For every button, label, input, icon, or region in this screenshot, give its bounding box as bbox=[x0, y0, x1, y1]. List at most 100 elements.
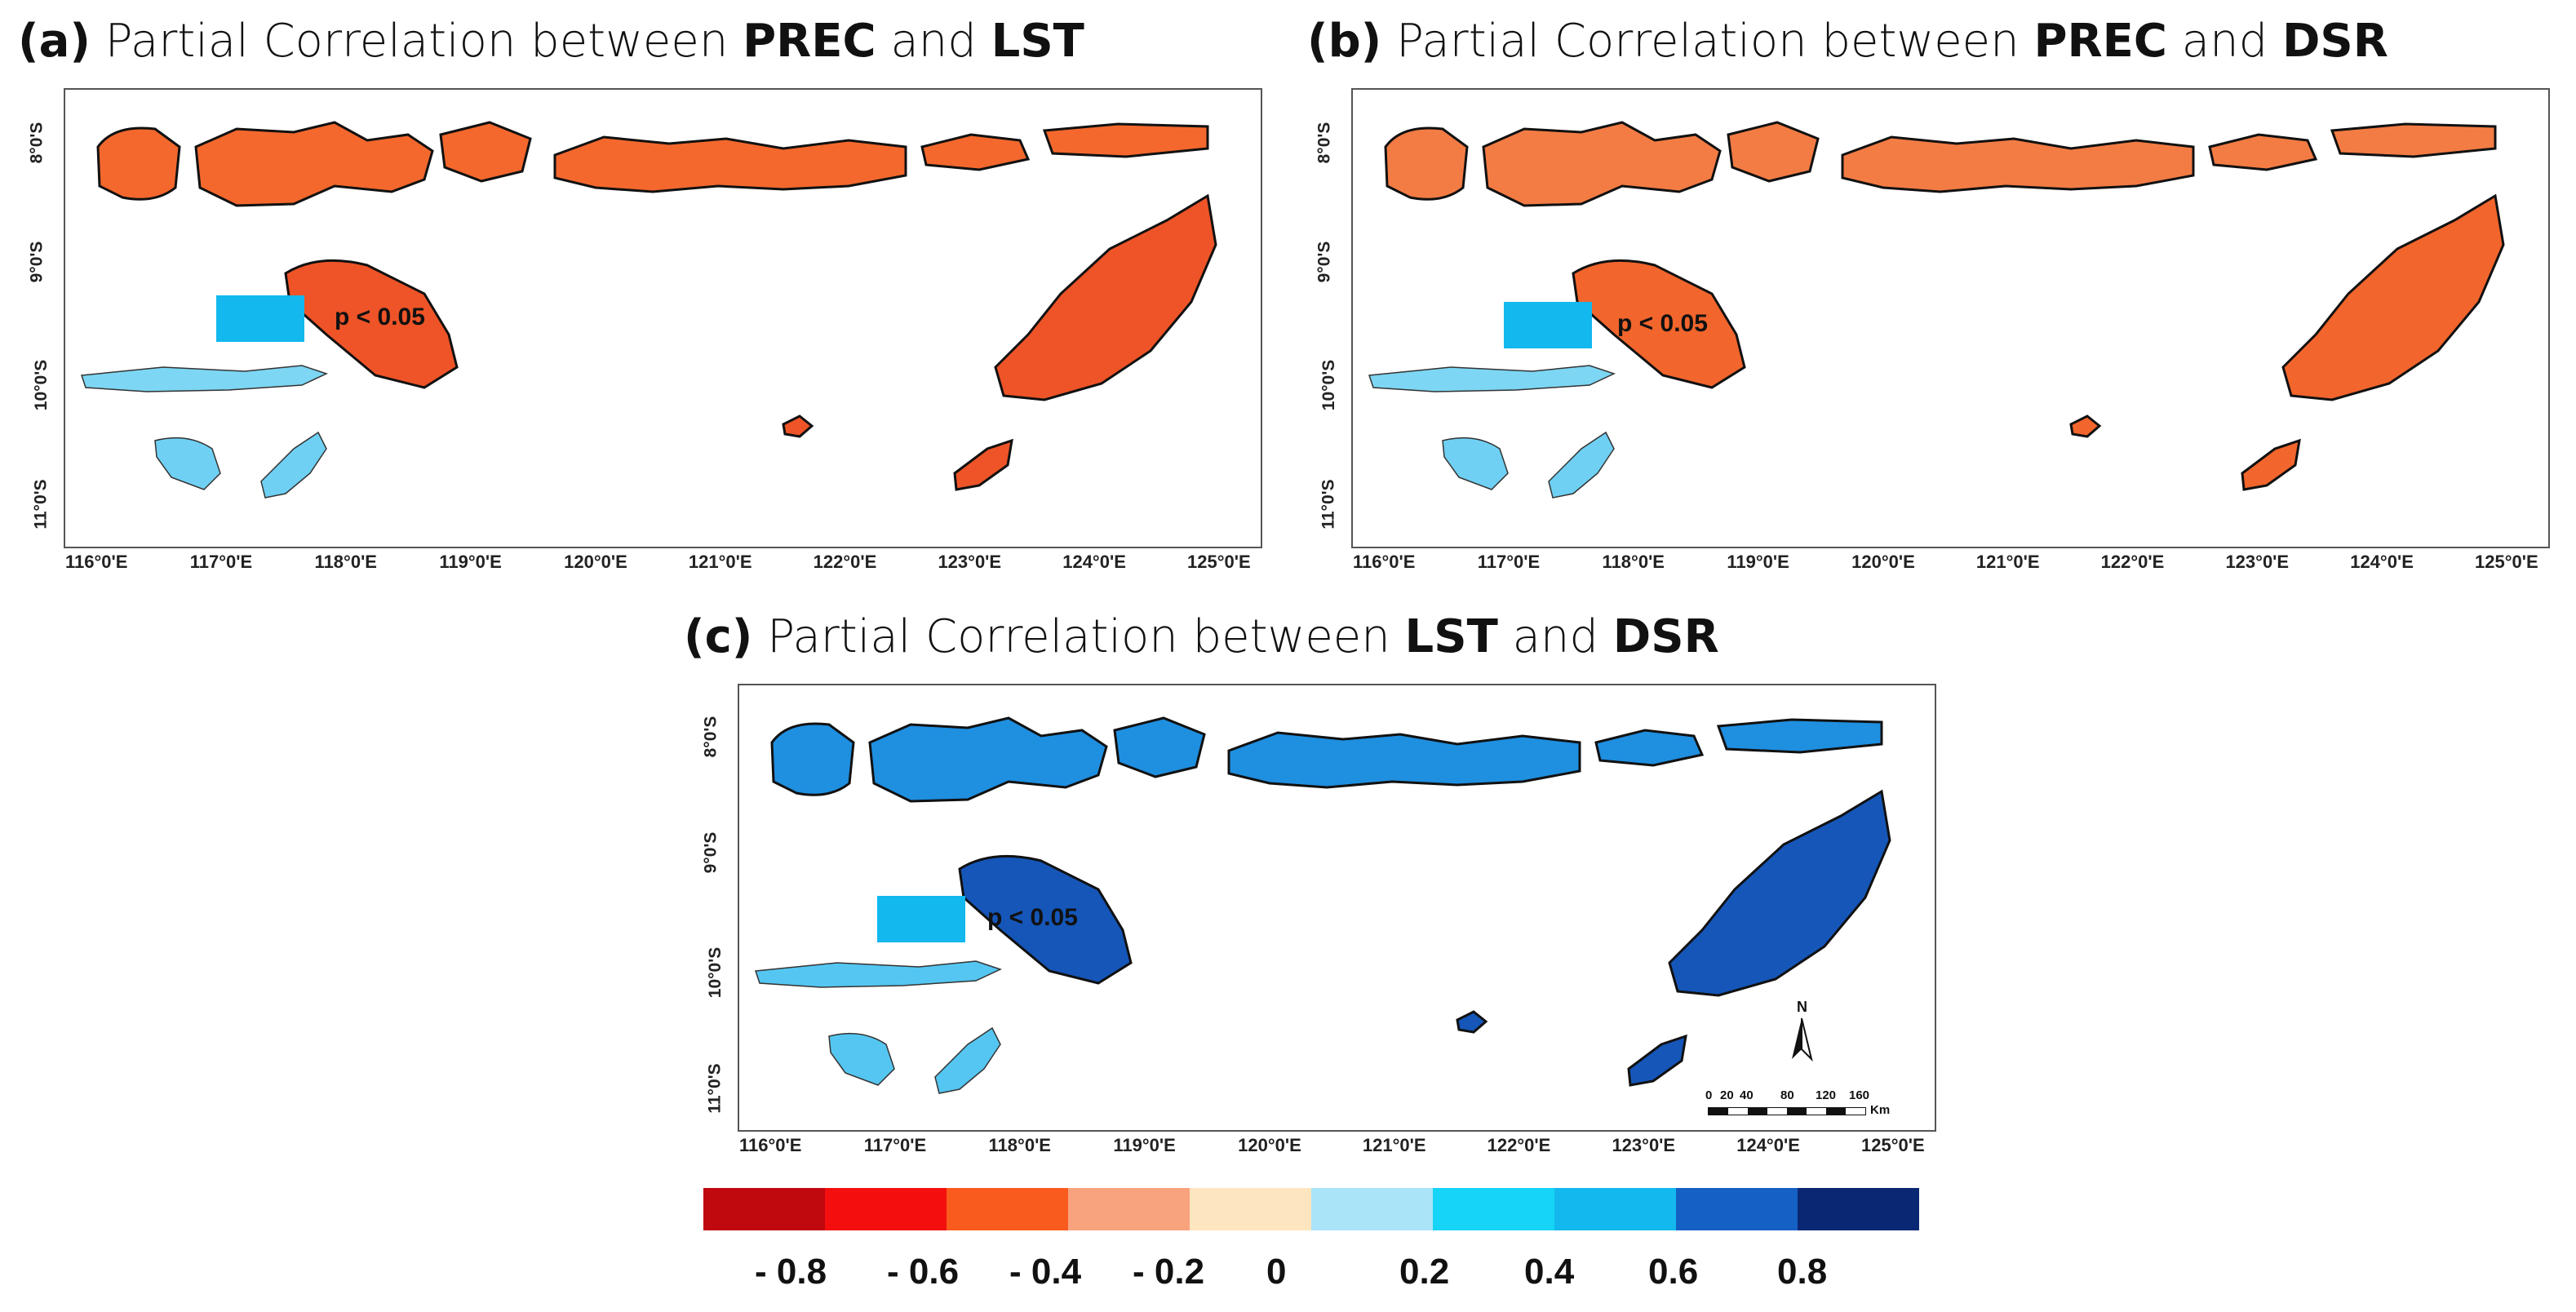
panel-b-var1: PREC bbox=[2033, 15, 2167, 68]
panel-b-lon-label: 125°0'E bbox=[2475, 552, 2538, 572]
legend-tick-label: 0 bbox=[1266, 1252, 1287, 1292]
panel-a-lon-label: 122°0'E bbox=[813, 552, 877, 572]
panel-b-lat-label: 10°0'S bbox=[1319, 359, 1339, 411]
panel-b-lon-label: 119°0'E bbox=[1727, 552, 1789, 572]
panel-a-label: (a) bbox=[18, 15, 91, 68]
panel-b-island-sumbawa-east bbox=[1727, 121, 1820, 183]
panel-b-island-lombok bbox=[1384, 126, 1469, 201]
panel-a-significance-swatch bbox=[216, 295, 304, 342]
panel-b-lat-label: 8°0'S bbox=[1315, 122, 1334, 164]
panel-a-lon-label: 121°0'E bbox=[688, 552, 752, 572]
panel-c-island-south-a bbox=[828, 1032, 895, 1086]
panel-c-lon-label: 123°0'E bbox=[1612, 1135, 1676, 1155]
panel-c-island-south-b bbox=[934, 1026, 1001, 1094]
panel-c-title: (c) Partial Correlation between LST and … bbox=[684, 610, 1719, 663]
panel-b-lon-label: 122°0'E bbox=[2100, 552, 2165, 572]
panel-b-island-alor bbox=[2208, 133, 2318, 171]
panel-a-lon-label: 125°0'E bbox=[1187, 552, 1251, 572]
panel-a-island-west-strip bbox=[80, 365, 329, 392]
panel-a-prefix: Partial Correlation between bbox=[104, 15, 729, 68]
panel-a-lon-label: 117°0'E bbox=[189, 552, 253, 572]
legend-swatch-4 bbox=[1190, 1188, 1311, 1230]
legend-tick-label: 0.2 bbox=[1399, 1252, 1450, 1292]
panel-c-lon-label: 118°0'E bbox=[988, 1135, 1051, 1155]
panel-c-lon-label: 116°0'E bbox=[739, 1135, 802, 1155]
panel-c-island-savu bbox=[1456, 1010, 1488, 1034]
panel-c-lon-label: 121°0'E bbox=[1362, 1135, 1426, 1155]
legend-tick-label: 0.6 bbox=[1648, 1252, 1699, 1292]
panel-b-var2: DSR bbox=[2281, 15, 2388, 68]
panel-c-label: (c) bbox=[684, 610, 753, 663]
panel-b-joiner: and bbox=[2181, 15, 2268, 68]
panel-c-var2: DSR bbox=[1612, 610, 1719, 663]
legend-swatch-2 bbox=[947, 1188, 1068, 1230]
panel-b-island-west-strip bbox=[1368, 365, 1616, 392]
panel-a-island-wetar bbox=[1042, 122, 1209, 158]
panel-b-lon-label: 124°0'E bbox=[2350, 552, 2414, 572]
legend-swatch-8 bbox=[1676, 1188, 1798, 1230]
panel-a-lat-label: 8°0'S bbox=[27, 122, 47, 164]
panel-a-map bbox=[64, 88, 1262, 548]
panel-c-prefix: Partial Correlation between bbox=[767, 610, 1390, 663]
panel-b-prefix: Partial Correlation between bbox=[1396, 15, 2020, 68]
panel-c-lon-label: 124°0'E bbox=[1736, 1135, 1800, 1155]
panel-a-lat-label: 11°0'S bbox=[31, 478, 51, 530]
panel-c-lon-label: 117°0'E bbox=[863, 1135, 927, 1155]
panel-c-significance-swatch bbox=[877, 896, 965, 942]
panel-a-island-timor bbox=[994, 193, 1217, 401]
panel-c-lon-label: 119°0'E bbox=[1113, 1135, 1176, 1155]
scale-tick-40: 40 bbox=[1740, 1088, 1754, 1102]
panel-c-lat-label: 8°0'S bbox=[701, 716, 720, 758]
panel-b-lon-label: 117°0'E bbox=[1477, 552, 1541, 572]
panel-b-island-south-a bbox=[1442, 437, 1509, 490]
legend-swatch-0 bbox=[703, 1188, 825, 1230]
panel-a-significance-label: p < 0.05 bbox=[335, 304, 425, 330]
panel-c-island-flores bbox=[1227, 731, 1581, 789]
panel-a-joiner: and bbox=[890, 15, 977, 68]
panel-a-island-flores bbox=[553, 135, 907, 193]
panel-b-lat-label: 9°0'S bbox=[1315, 241, 1334, 283]
panel-a-island-south-a bbox=[154, 437, 221, 490]
scale-unit: Km bbox=[1870, 1103, 1891, 1117]
panel-b-title: (b) Partial Correlation between PREC and… bbox=[1307, 15, 2388, 68]
panel-b-lon-label: 120°0'E bbox=[1851, 552, 1915, 572]
legend-swatch-6 bbox=[1433, 1188, 1554, 1230]
panel-c-island-wetar bbox=[1716, 718, 1883, 754]
panel-b-significance-swatch bbox=[1504, 302, 1592, 348]
legend-tick-label: - 0.2 bbox=[1133, 1252, 1205, 1292]
panel-c-joiner: and bbox=[1512, 610, 1598, 663]
panel-c-lon-label: 122°0'E bbox=[1487, 1135, 1551, 1155]
scale-bar bbox=[1708, 1107, 1866, 1115]
panel-b-island-savu bbox=[2069, 414, 2102, 438]
panel-a-lon-label: 123°0'E bbox=[938, 552, 1002, 572]
panel-c-island-timor bbox=[1668, 789, 1891, 997]
panel-c-lon-label: 120°0'E bbox=[1238, 1135, 1301, 1155]
scale-tick-160: 160 bbox=[1849, 1088, 1870, 1102]
panel-c-island-sumbawa-east bbox=[1113, 716, 1206, 778]
panel-c-var1: LST bbox=[1404, 610, 1498, 663]
scale-tick-20: 20 bbox=[1720, 1088, 1734, 1102]
legend-swatch-5 bbox=[1311, 1188, 1433, 1230]
panel-a-island-sumba bbox=[284, 259, 459, 389]
scale-tick-80: 80 bbox=[1780, 1088, 1794, 1102]
panel-a-lon-label: 124°0'E bbox=[1062, 552, 1126, 572]
north-arrow-icon bbox=[1792, 1017, 1813, 1062]
panel-c-island-lombok bbox=[770, 722, 855, 796]
scale-tick-0: 0 bbox=[1705, 1088, 1713, 1102]
color-legend bbox=[703, 1188, 1919, 1230]
panel-b-island-south-b bbox=[1548, 431, 1615, 499]
legend-swatch-3 bbox=[1068, 1188, 1190, 1230]
panel-c-island-sumba bbox=[958, 854, 1133, 985]
panel-c-island-west-strip bbox=[754, 960, 1003, 988]
panel-b-island-sumbawa bbox=[1482, 121, 1722, 207]
panel-b-island-flores bbox=[1841, 135, 2195, 193]
panel-b-lon-label: 118°0'E bbox=[1602, 552, 1665, 572]
panel-c-significance-label: p < 0.05 bbox=[987, 904, 1078, 931]
panel-b-island-sumba bbox=[1572, 259, 1746, 389]
panel-a-title: (a) Partial Correlation between PREC and… bbox=[18, 15, 1084, 68]
panel-b-significance-label: p < 0.05 bbox=[1617, 310, 1708, 337]
panel-b-island-timor bbox=[2281, 193, 2505, 401]
panel-a-island-savu bbox=[782, 414, 814, 438]
panel-a-lon-label: 116°0'E bbox=[65, 552, 128, 572]
panel-c-island-sumbawa bbox=[868, 716, 1108, 803]
